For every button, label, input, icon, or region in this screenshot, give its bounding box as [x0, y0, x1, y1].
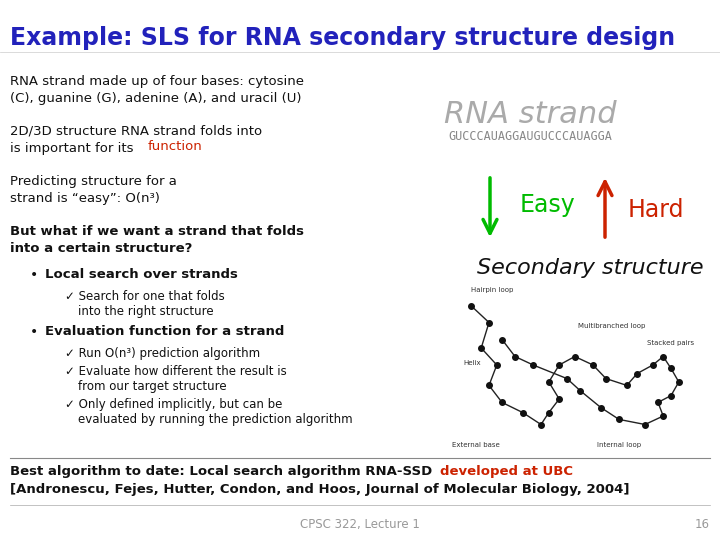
Text: •: •	[30, 325, 38, 339]
Text: function: function	[148, 140, 203, 153]
Text: But what if we want a strand that folds
into a certain structure?: But what if we want a strand that folds …	[10, 225, 304, 255]
Text: developed at UBC: developed at UBC	[440, 465, 573, 478]
Text: ✓ Only defined implicitly, but can be: ✓ Only defined implicitly, but can be	[65, 398, 282, 411]
Text: ✓ Evaluate how different the result is: ✓ Evaluate how different the result is	[65, 365, 287, 378]
Text: Example: SLS for RNA secondary structure design: Example: SLS for RNA secondary structure…	[10, 26, 675, 50]
Text: Easy: Easy	[520, 193, 576, 217]
Text: Secondary structure: Secondary structure	[477, 258, 703, 278]
Text: RNA strand made up of four bases: cytosine
(C), guanine (G), adenine (A), and ur: RNA strand made up of four bases: cytosi…	[10, 75, 304, 105]
Text: Internal loop: Internal loop	[597, 442, 641, 448]
Text: [Andronescu, Fejes, Hutter, Condon, and Hoos, Journal of Molecular Biology, 2004: [Andronescu, Fejes, Hutter, Condon, and …	[10, 483, 629, 496]
Text: evaluated by running the prediction algorithm: evaluated by running the prediction algo…	[78, 413, 353, 426]
Text: Local search over strands: Local search over strands	[45, 268, 238, 281]
Text: into the right structure: into the right structure	[78, 305, 214, 318]
Text: Hard: Hard	[628, 198, 685, 222]
Text: from our target structure: from our target structure	[78, 380, 227, 393]
Text: ✓ Run O(n³) prediction algorithm: ✓ Run O(n³) prediction algorithm	[65, 347, 260, 360]
Text: GUCCCAUAGGAUGUCCCAUAGGA: GUCCCAUAGGAUGUCCCAUAGGA	[448, 130, 612, 143]
Text: Best algorithm to date: Local search algorithm RNA-SSD: Best algorithm to date: Local search alg…	[10, 465, 437, 478]
Text: RNA strand: RNA strand	[444, 100, 616, 129]
Text: CPSC 322, Lecture 1: CPSC 322, Lecture 1	[300, 518, 420, 531]
Text: Helix: Helix	[463, 360, 481, 366]
Text: Hairpin loop: Hairpin loop	[471, 287, 513, 293]
Text: Stacked pairs: Stacked pairs	[647, 340, 695, 346]
Text: 2D/3D structure RNA strand folds into
is important for its: 2D/3D structure RNA strand folds into is…	[10, 125, 262, 155]
Text: Predicting structure for a
strand is “easy”: O(n³): Predicting structure for a strand is “ea…	[10, 175, 177, 205]
Text: •: •	[30, 268, 38, 282]
Text: Evaluation function for a strand: Evaluation function for a strand	[45, 325, 284, 338]
Text: 16: 16	[695, 518, 710, 531]
Text: Multibranched loop: Multibranched loop	[577, 322, 645, 329]
Text: ✓ Search for one that folds: ✓ Search for one that folds	[65, 290, 225, 303]
Text: External base: External base	[452, 442, 500, 448]
